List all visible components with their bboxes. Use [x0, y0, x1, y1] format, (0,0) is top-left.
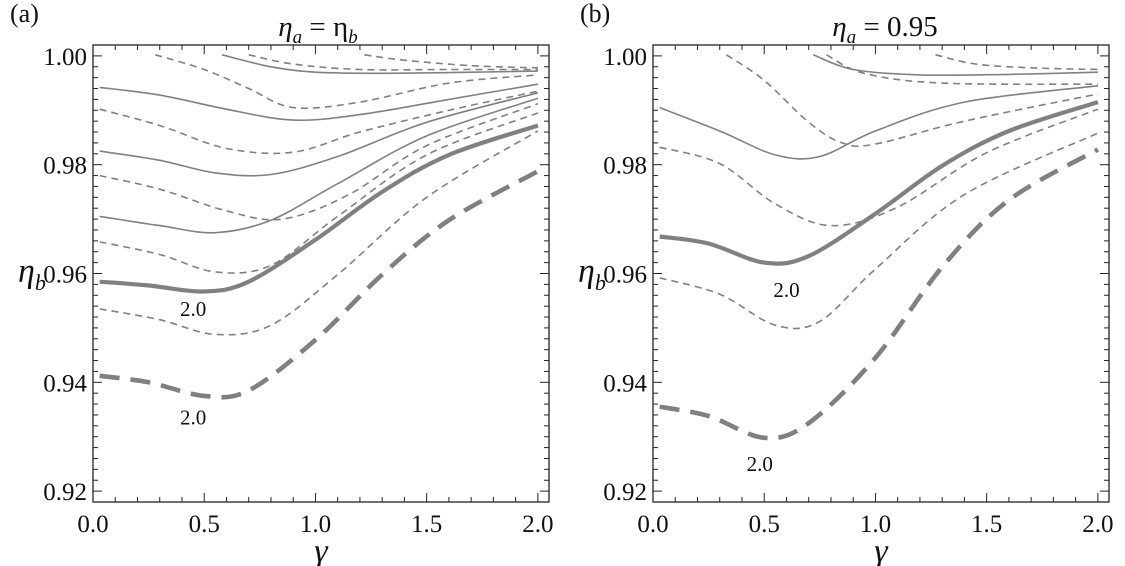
series-line-5	[155, 54, 538, 110]
series-line-5	[659, 132, 1099, 330]
series-line-12	[99, 169, 540, 400]
x-axis-label: γ	[314, 533, 329, 566]
x-tick-label: 1.5	[971, 511, 1002, 538]
series-line-0	[221, 54, 538, 75]
series-line-8	[659, 147, 1100, 441]
y-tick-label: 1.00	[43, 44, 87, 71]
panel-label: (a)	[10, 0, 39, 28]
y-tick-label: 1.00	[603, 44, 647, 71]
series-line-11	[364, 54, 538, 69]
series-line-2	[659, 100, 1099, 266]
y-tick-label: 0.98	[603, 153, 647, 180]
y-axis-label: ηb	[18, 253, 46, 295]
contour-label: 2.0	[773, 278, 799, 302]
x-axis-label: γ	[874, 533, 889, 566]
series-line-10	[248, 54, 538, 71]
y-tick-label: 0.94	[43, 370, 87, 397]
x-tick-label: 2.0	[522, 511, 553, 538]
series-line-6	[99, 90, 539, 155]
panel-title: ηa = ηb	[278, 11, 357, 48]
y-tick-label: 0.98	[43, 153, 87, 180]
panel-title: ηa = 0.95	[832, 11, 938, 48]
series-line-6	[826, 54, 1098, 86]
x-tick-label: 0.0	[77, 511, 108, 538]
x-tick-label: 0.0	[637, 511, 668, 538]
series-line-3	[99, 97, 539, 234]
contour-label: 2.0	[180, 297, 206, 321]
series-line-8	[99, 112, 539, 274]
y-axis-label: ηb	[578, 253, 606, 295]
series-group	[659, 54, 1100, 441]
x-tick-label: 0.5	[189, 511, 220, 538]
chart-panel-1: 0.0 0.5 1.0 1.5 2.0 0.92 0.94 0.96 0.98 1.00 2.0 2.…	[578, 0, 1114, 566]
x-tick-label: 0.5	[749, 511, 780, 538]
y-tick-label: 0.92	[43, 479, 87, 506]
series-line-4	[659, 108, 1099, 227]
series-line-4	[99, 123, 539, 294]
series-line-9	[99, 130, 539, 336]
x-tick-label: 1.5	[411, 511, 442, 538]
series-line-3	[725, 54, 1099, 148]
plot-frame	[652, 44, 1110, 503]
y-tick-label: 0.94	[603, 370, 647, 397]
series-line-1	[659, 85, 1098, 160]
series-line-7	[935, 54, 1098, 71]
contour-label: 2.0	[180, 406, 206, 430]
chart-panel-0: 0.0 0.5 1.0 1.5 2.0 0.92 0.94 0.96 0.98 1.00 2.0 2.…	[10, 0, 554, 566]
x-tick-label: 1.0	[300, 511, 331, 538]
y-tick-label: 0.96	[603, 262, 647, 289]
series-line-1	[99, 83, 539, 122]
y-tick-label: 0.92	[603, 479, 647, 506]
panel-label: (b)	[580, 0, 610, 28]
series-group	[99, 54, 540, 400]
x-tick-label: 1.0	[860, 511, 891, 538]
series-line-0	[812, 54, 1098, 77]
x-tick-label: 2.0	[1082, 511, 1113, 538]
contour-label: 2.0	[747, 452, 773, 476]
y-tick-label: 0.96	[43, 262, 87, 289]
series-line-7	[99, 103, 539, 221]
series-line-2	[99, 92, 539, 177]
plot-frame	[92, 44, 550, 503]
